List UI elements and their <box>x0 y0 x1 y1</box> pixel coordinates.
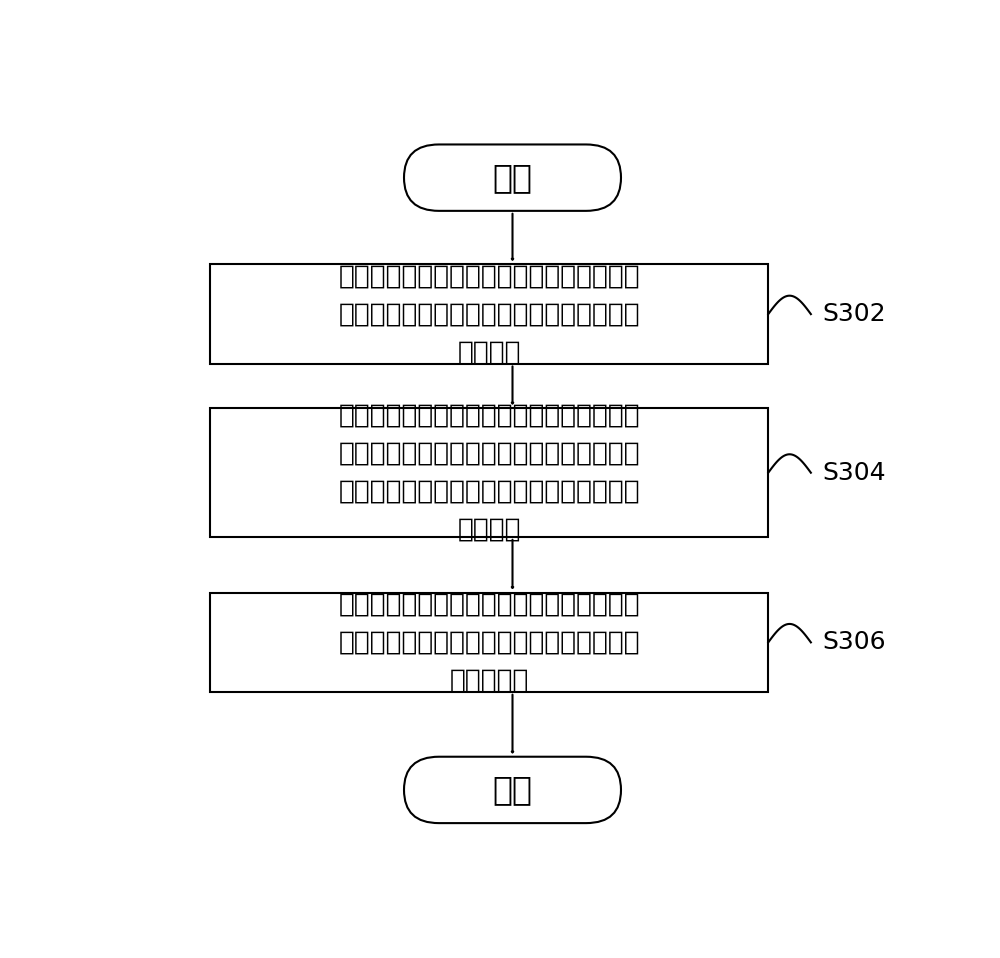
FancyBboxPatch shape <box>210 593 768 693</box>
FancyBboxPatch shape <box>404 757 621 823</box>
Text: 开始: 开始 <box>492 161 532 194</box>
Text: 基于压缩机开启且空调器处于制热模式下，
获取空调器的至少一个运行参数及室外环境
温度参数: 基于压缩机开启且空调器处于制热模式下， 获取空调器的至少一个运行参数及室外环境 … <box>338 263 640 365</box>
Text: S302: S302 <box>822 302 886 326</box>
Text: 基于至少一个运行参数及室外环境温度参数
中的任一个参数处于该参数对应的设定区间
的情况，控制开启喷射阀，并将该参数记为
特定参数: 基于至少一个运行参数及室外环境温度参数 中的任一个参数处于该参数对应的设定区间 … <box>338 402 640 543</box>
FancyBboxPatch shape <box>210 408 768 537</box>
Text: 结束: 结束 <box>492 773 532 807</box>
FancyBboxPatch shape <box>404 145 621 211</box>
FancyBboxPatch shape <box>210 264 768 364</box>
Text: 根据至少一个运行参数及室外环境温度参数
中的除特定参数之外的其余参数，确定是否
关闭喷射阀: 根据至少一个运行参数及室外环境温度参数 中的除特定参数之外的其余参数，确定是否 … <box>338 591 640 694</box>
Text: S306: S306 <box>822 630 886 654</box>
Text: S304: S304 <box>822 461 886 485</box>
